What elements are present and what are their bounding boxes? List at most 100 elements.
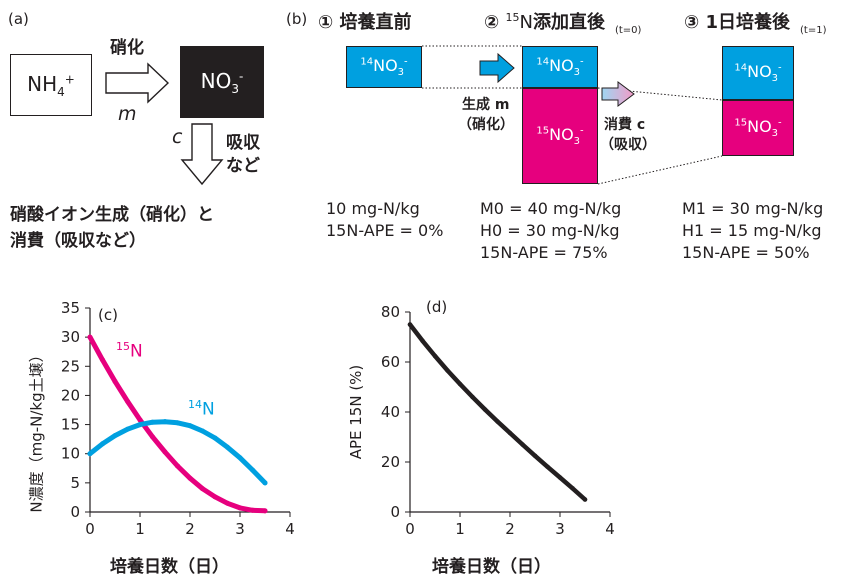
- data-point: [557, 475, 563, 480]
- data-point: [125, 426, 130, 432]
- series-14n-label: 14N: [188, 398, 215, 420]
- data-point: [532, 453, 538, 458]
- y-tick-label: 25: [61, 357, 80, 375]
- data-point: [432, 353, 438, 359]
- panel-d-label: (d): [426, 298, 448, 316]
- data-point: [200, 428, 205, 434]
- production-arrow-icon: [479, 52, 515, 84]
- y-tick-label: 80: [381, 303, 400, 321]
- y-tick-label: 5: [70, 474, 80, 492]
- data-point: [212, 435, 218, 441]
- caption-line-2: 消費（吸収など）: [10, 231, 146, 251]
- chart-d-xlabel: 培養日数（日）: [432, 557, 551, 577]
- data-point: [582, 497, 588, 502]
- stage3-h1: H1 = 15 mg-N/kg: [682, 221, 822, 240]
- nh4-box: NH4+: [10, 54, 92, 116]
- series-15n-label: 15N: [116, 340, 143, 362]
- chart-c-xlabel: 培養日数（日）: [110, 557, 229, 577]
- data-point: [420, 338, 425, 343]
- stage2-heading: ② 15N添加直後 (t=0): [484, 11, 642, 36]
- x-tick-label: 3: [235, 520, 245, 538]
- data-point: [150, 419, 155, 425]
- data-point: [225, 444, 230, 450]
- data-point: [407, 322, 413, 327]
- stage3-heading: ③ 1日培養後 (t=1): [684, 12, 827, 36]
- stage2-15no3-box: 15NO3-: [522, 88, 598, 184]
- data-point: [100, 357, 105, 363]
- series-line-0: [407, 322, 588, 502]
- m-label: m: [118, 103, 137, 125]
- y-tick-label: 0: [390, 503, 400, 521]
- panel-a-label: (a): [8, 10, 29, 28]
- data-point: [162, 419, 168, 425]
- x-tick-label: 1: [135, 520, 145, 538]
- consumption-label-2: （吸収）: [600, 137, 656, 153]
- data-point: [495, 419, 500, 424]
- data-point: [175, 420, 180, 426]
- y-tick-label: 20: [381, 453, 400, 471]
- uptake-label-2: など: [226, 156, 260, 176]
- data-point: [212, 494, 218, 500]
- data-point: [100, 441, 105, 447]
- uptake-arrow-icon: [180, 123, 224, 186]
- data-point: [237, 505, 243, 511]
- stage3-14no3-box: 14NO3-: [722, 46, 794, 100]
- data-point: [237, 455, 243, 461]
- data-point: [112, 433, 118, 439]
- no3-box: NO3-: [180, 46, 264, 118]
- caption-line-1: 硝酸イオン生成（硝化）と: [10, 205, 214, 225]
- x-tick-label: 1: [455, 520, 465, 538]
- c-label: c: [172, 126, 183, 148]
- data-point: [262, 508, 268, 514]
- stage2-ape: 15N-APE = 75%: [480, 243, 608, 262]
- stage2-m0: M0 = 40 mg-N/kg: [480, 199, 622, 218]
- nitrification-label: 硝化: [110, 38, 144, 58]
- consumption-label-1: 消費 c: [604, 117, 646, 133]
- y-tick-label: 0: [70, 503, 80, 521]
- panel-b-label: (b): [286, 10, 308, 28]
- stage1-heading: ① 培養直前: [318, 12, 412, 33]
- production-label-1: 生成 m: [462, 97, 510, 113]
- stage1-conc: 10 mg-N/kg: [326, 199, 420, 218]
- x-tick-label: 0: [405, 520, 415, 538]
- data-point: [570, 486, 575, 491]
- data-point: [250, 507, 255, 513]
- panel-c-label: (c): [98, 306, 118, 324]
- stage3-m1: M1 = 30 mg-N/kg: [682, 199, 824, 218]
- y-tick-label: 30: [61, 328, 80, 346]
- data-point: [262, 480, 268, 486]
- data-point: [87, 334, 93, 340]
- uptake-label-1: 吸収: [226, 133, 260, 153]
- production-label-2: （硝化）: [458, 117, 514, 133]
- data-point: [545, 464, 550, 469]
- nitrification-arrow-icon: [105, 62, 170, 104]
- data-point: [445, 368, 450, 373]
- data-point: [200, 486, 205, 492]
- y-tick-label: 15: [61, 416, 80, 434]
- data-point: [507, 430, 513, 436]
- data-point: [520, 442, 525, 447]
- x-tick-label: 3: [555, 520, 565, 538]
- data-point: [112, 378, 118, 384]
- data-point: [187, 475, 193, 481]
- stage3-stats: M1 = 30 mg-N/kg H1 = 15 mg-N/kg 15N-APE …: [682, 198, 823, 264]
- chart-c: 0 1 2 3 4 0 5 10 15 20 25 30 35: [61, 299, 295, 538]
- data-point: [250, 467, 255, 473]
- stage2-stats: M0 = 40 mg-N/kg H0 = 30 mg-N/kg 15N-APE …: [480, 198, 621, 264]
- y-tick-label: 40: [381, 403, 400, 421]
- data-point: [187, 423, 193, 429]
- y-tick-label: 20: [61, 386, 80, 404]
- data-point: [457, 381, 463, 387]
- data-point: [175, 463, 180, 469]
- stage3-15no3-box: 15NO3-: [722, 100, 794, 156]
- x-tick-label: 2: [505, 520, 515, 538]
- x-tick-label: 0: [85, 520, 95, 538]
- x-tick-label: 2: [185, 520, 195, 538]
- consumption-arrow-icon: [601, 81, 635, 107]
- x-tick-label: 4: [605, 520, 615, 538]
- x-tick-label: 4: [285, 520, 295, 538]
- data-point: [137, 422, 143, 428]
- chart-d-ylabel: APE 15N (%): [347, 364, 365, 460]
- data-point: [482, 407, 488, 412]
- y-tick-label: 35: [61, 299, 80, 317]
